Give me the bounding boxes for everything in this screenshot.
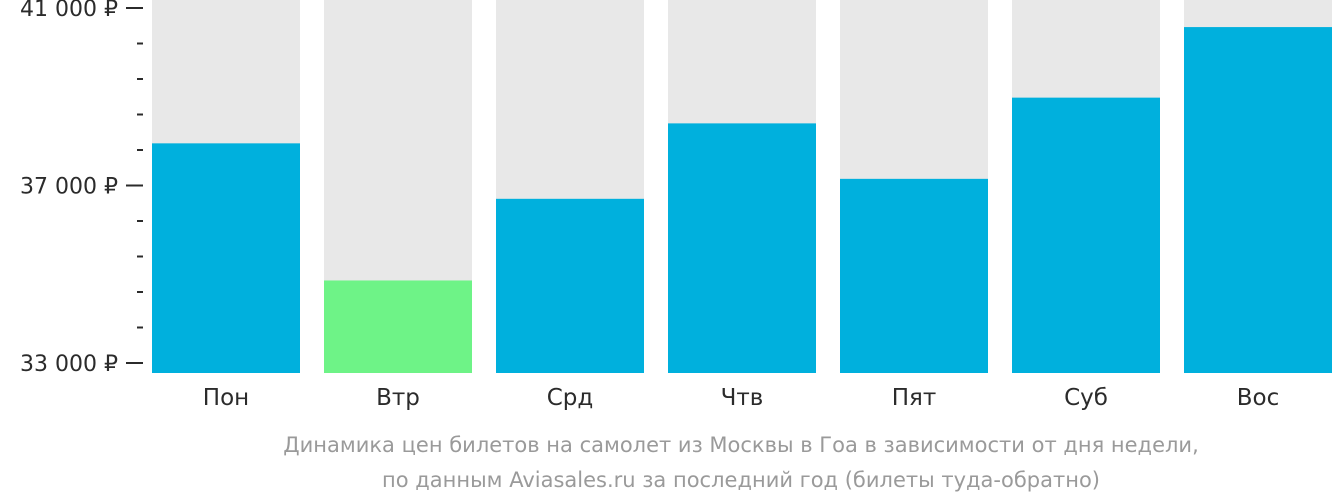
y-axis: 41 000 ₽ 37 000 ₽ 33 000 ₽ xyxy=(20,0,143,377)
bar-7 xyxy=(1184,27,1332,374)
y-tick-label: 37 000 ₽ xyxy=(20,175,118,200)
bar-3 xyxy=(496,198,644,373)
x-tick-label: Втр xyxy=(376,385,420,411)
bar-5 xyxy=(840,178,988,373)
bar-6 xyxy=(1012,97,1160,373)
bars xyxy=(152,27,1332,374)
x-tick-label: Чтв xyxy=(721,385,764,411)
y-tick-label: 33 000 ₽ xyxy=(20,352,118,377)
chart-caption-line-1: Динамика цен билетов на самолет из Москв… xyxy=(283,433,1199,457)
bar-1 xyxy=(152,143,300,373)
y-tick-label: 41 000 ₽ xyxy=(20,0,118,22)
x-tick-label: Пят xyxy=(892,385,937,411)
x-tick-label: Пон xyxy=(203,385,249,411)
bar-4 xyxy=(668,123,816,373)
bar-2 xyxy=(324,280,472,373)
chart-caption-line-2: по данным Aviasales.ru за последний год … xyxy=(382,468,1100,492)
x-tick-label: Срд xyxy=(547,385,594,411)
x-axis: Пон Втр Срд Чтв Пят Суб Вос xyxy=(203,385,1279,411)
x-tick-label: Вос xyxy=(1237,385,1280,411)
x-tick-label: Суб xyxy=(1064,385,1108,411)
